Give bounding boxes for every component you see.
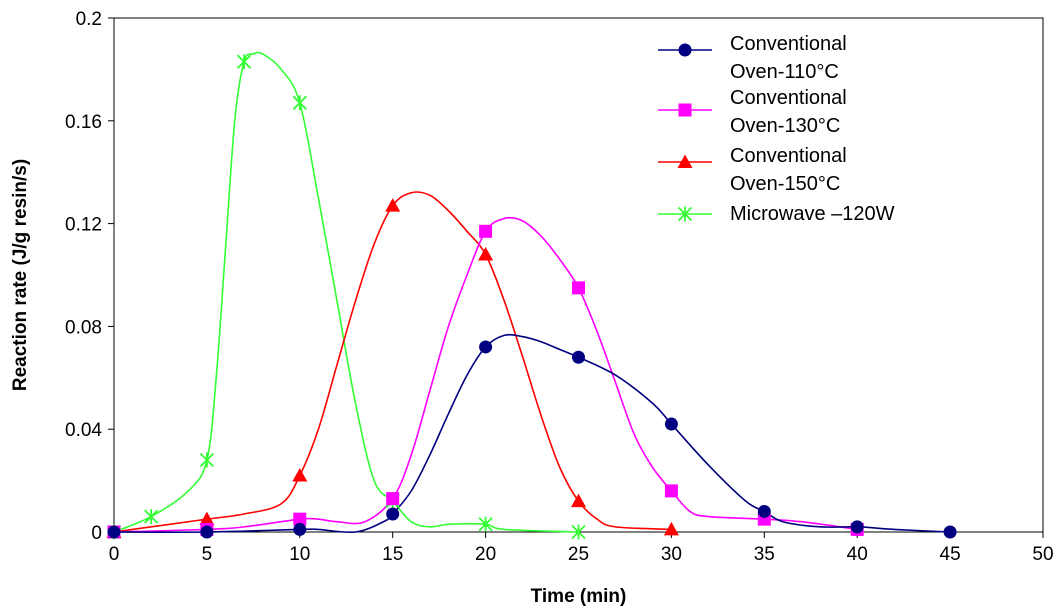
data-point-microwave-120w [292,95,307,111]
data-point-conventional-130c [572,281,585,295]
data-point-conventional-110c [386,507,400,521]
data-point-microwave-120w [236,54,252,70]
data-point-conventional-130c [664,484,678,498]
legend-item-conventional-110c: Conventional Oven-110°C [658,33,847,83]
series-line-conventional-130c [113,216,858,533]
data-point-conventional-150c [199,511,215,526]
series-line-conventional-110c [113,333,951,534]
legend-label: Microwave –120W [730,203,895,225]
data-point-conventional-130c [293,512,307,526]
y-tick-label: 0.2 [76,9,102,30]
legend-item-conventional-150c: Conventional Oven-150°C [658,145,847,195]
axes: 0 5 10 15 20 25 30 35 40 45 50 0 0.04 0.08 0.12 0.16 0.2 [65,9,1054,565]
data-point-conventional-130c [386,492,400,506]
x-tick-label: 15 [382,544,403,565]
data-point-conventional-150c [292,467,308,482]
data-point-conventional-110c [757,504,771,518]
y-tick-label: 0.12 [65,215,102,236]
x-tick-label: 5 [202,544,213,565]
x-tick-label: 10 [289,544,310,565]
data-point-microwave-120w [571,524,586,540]
data-point-conventional-150c [385,198,401,212]
x-tick-label: 30 [661,544,682,565]
series-line-conventional-150c [113,191,672,533]
series-line-microwave-120w [113,51,579,533]
y-axis-title: Reaction rate (J/g resin/s) [10,159,31,391]
x-tick-label: 20 [475,544,496,565]
x-tick-label: 25 [568,544,589,565]
data-point-conventional-110c [200,525,214,539]
legend-label: Conventional [730,87,847,109]
data-point-conventional-150c [478,246,494,261]
legend-marker [678,103,692,117]
data-point-microwave-120w [144,509,159,525]
data-point-microwave-120w [478,516,493,532]
data-point-conventional-110c [850,520,864,534]
y-tick-label: 0.04 [65,420,102,441]
data-point-conventional-110c [479,340,493,354]
legend-marker [677,154,693,168]
plot-frame [113,17,1044,533]
y-tick-label: 0.16 [65,112,102,133]
legend: Conventional Oven-110°C Conventional Oven-1… [658,33,895,225]
legend-label: Oven-130°C [730,115,840,137]
data-point-conventional-110c [293,522,307,536]
y-tick-label: 0 [91,523,102,544]
x-tick-label: 50 [1032,544,1053,565]
data-point-conventional-110c [664,417,678,431]
data-point-conventional-150c [663,521,679,536]
x-tick-label: 40 [847,544,868,565]
data-point-microwave-120w [199,452,215,468]
data-point-conventional-110c [572,350,585,364]
legend-item-conventional-130c: Conventional Oven-130°C [658,87,847,137]
x-tick-label: 45 [940,544,961,565]
y-tick-label: 0.08 [65,317,102,338]
data-point-conventional-110c [107,525,121,539]
legend-label: Conventional [730,145,847,167]
data-point-conventional-130c [479,224,493,238]
legend-marker [677,206,693,222]
data-point-conventional-150c [571,493,586,508]
x-axis-title: Time (min) [531,586,627,607]
legend-label: Oven-150°C [730,173,840,195]
data-point-conventional-110c [943,525,957,539]
x-tick-label: 0 [109,544,120,565]
series-markers [106,54,957,540]
legend-item-microwave-120w: Microwave –120W [658,203,895,225]
legend-marker [678,43,692,57]
legend-label: Oven-110°C [730,61,839,83]
legend-label: Conventional [730,33,847,55]
x-tick-label: 35 [754,544,775,565]
